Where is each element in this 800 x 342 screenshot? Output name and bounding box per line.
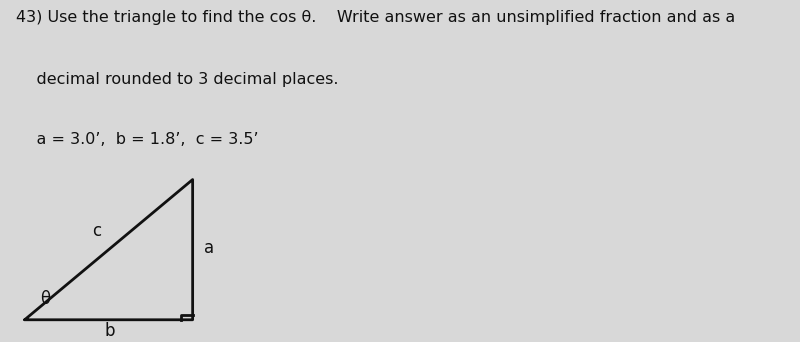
Text: θ: θ <box>40 290 50 308</box>
Text: decimal rounded to 3 decimal places.: decimal rounded to 3 decimal places. <box>16 72 338 87</box>
Text: a = 3.0’,  b = 1.8’,  c = 3.5’: a = 3.0’, b = 1.8’, c = 3.5’ <box>16 132 258 147</box>
Text: c: c <box>92 222 101 240</box>
Text: 43) Use the triangle to find the cos θ.    Write answer as an unsimplified fract: 43) Use the triangle to find the cos θ. … <box>16 10 735 25</box>
Text: b: b <box>105 322 115 340</box>
Text: a: a <box>204 239 214 257</box>
